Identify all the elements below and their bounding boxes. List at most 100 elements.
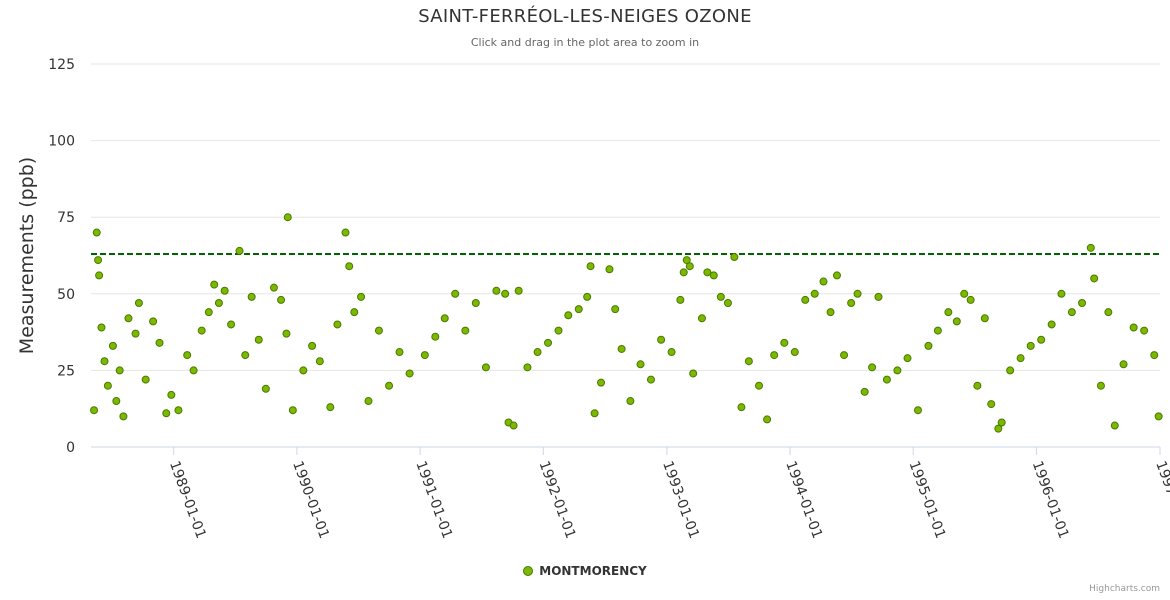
data-point <box>554 326 563 335</box>
data-point <box>341 228 350 237</box>
legend-label: MONTMORENCY <box>539 564 647 578</box>
x-tick-label: 1993-01-01 <box>659 459 702 541</box>
x-tick-label: 1991-01-01 <box>412 459 455 541</box>
data-point <box>124 314 133 323</box>
data-point <box>790 348 799 357</box>
data-point <box>97 323 106 332</box>
data-point <box>636 360 645 369</box>
data-point <box>626 397 635 406</box>
data-point <box>440 314 449 323</box>
data-point <box>357 292 366 301</box>
data-point <box>697 314 706 323</box>
data-point <box>709 271 718 280</box>
y-axis-title: Measurements (ppb) <box>16 157 38 354</box>
data-point <box>1047 320 1056 329</box>
data-point <box>703 268 712 277</box>
data-point <box>308 341 317 350</box>
data-point <box>501 289 510 298</box>
data-point <box>605 265 614 274</box>
data-point <box>944 308 953 317</box>
data-point <box>364 397 373 406</box>
data-point <box>288 406 297 415</box>
x-tick-label: 1989-01-01 <box>166 459 209 541</box>
data-point <box>299 366 308 375</box>
data-point <box>451 289 460 298</box>
chart-title: SAINT-FERRÉOL-LES-NEIGES OZONE <box>418 6 752 27</box>
data-point <box>461 326 470 335</box>
x-tick-label: 1997-01-01 <box>1152 459 1170 541</box>
data-point <box>115 366 124 375</box>
data-point <box>141 375 150 384</box>
data-point <box>241 351 250 360</box>
data-point <box>960 289 969 298</box>
data-point <box>220 286 229 295</box>
data-point <box>1129 323 1138 332</box>
data-point <box>980 314 989 323</box>
data-point <box>119 412 128 421</box>
data-point <box>174 406 183 415</box>
data-point <box>1119 360 1128 369</box>
data-point <box>315 357 324 366</box>
data-point <box>189 366 198 375</box>
data-point <box>564 311 573 320</box>
data-point <box>682 256 691 265</box>
data-point <box>326 403 335 412</box>
data-point <box>277 295 286 304</box>
data-point <box>1037 335 1046 344</box>
data-point <box>583 292 592 301</box>
data-point <box>826 308 835 317</box>
data-point <box>1016 354 1025 363</box>
data-point <box>657 335 666 344</box>
data-point <box>924 341 933 350</box>
data-point <box>1006 366 1015 375</box>
data-point <box>269 283 278 292</box>
data-point <box>134 298 143 307</box>
data-point <box>1078 298 1087 307</box>
x-tick-label: 1995-01-01 <box>905 459 948 541</box>
data-point <box>103 381 112 390</box>
data-point <box>617 344 626 353</box>
credits-link[interactable]: Highcharts.com <box>1089 584 1160 594</box>
data-point <box>254 335 263 344</box>
data-point <box>1154 412 1163 421</box>
chart-subtitle: Click and drag in the plot area to zoom … <box>470 36 700 49</box>
data-point <box>801 295 810 304</box>
data-point <box>197 326 206 335</box>
data-point <box>395 348 404 357</box>
data-point <box>853 289 862 298</box>
legend-item-montmorency[interactable]: MONTMORENCY <box>523 564 647 578</box>
data-point <box>1026 341 1035 350</box>
data-point <box>860 387 869 396</box>
data-point <box>763 415 772 424</box>
data-point <box>533 348 542 357</box>
data-point <box>903 354 912 363</box>
data-point <box>227 320 236 329</box>
data-point <box>112 397 121 406</box>
data-point <box>770 351 779 360</box>
data-point <box>210 280 219 289</box>
data-point <box>247 292 256 301</box>
data-point <box>994 424 1003 433</box>
data-point <box>90 406 99 415</box>
data-point <box>1086 243 1095 252</box>
data-point <box>333 320 342 329</box>
data-point <box>840 351 849 360</box>
y-tick-label: 0 <box>66 440 75 456</box>
data-point <box>590 409 599 418</box>
x-tick-label: 1996-01-01 <box>1029 459 1072 541</box>
data-point <box>832 271 841 280</box>
data-point <box>913 406 922 415</box>
y-tick-label: 75 <box>57 210 75 226</box>
data-point <box>162 409 171 418</box>
data-point <box>730 253 739 262</box>
data-point <box>689 369 698 378</box>
legend-marker-icon <box>523 566 534 576</box>
data-point <box>492 286 501 295</box>
data-point <box>385 381 394 390</box>
data-point <box>723 298 732 307</box>
data-point <box>933 326 942 335</box>
data-point <box>997 418 1006 427</box>
data-point <box>882 375 891 384</box>
data-point <box>167 390 176 399</box>
